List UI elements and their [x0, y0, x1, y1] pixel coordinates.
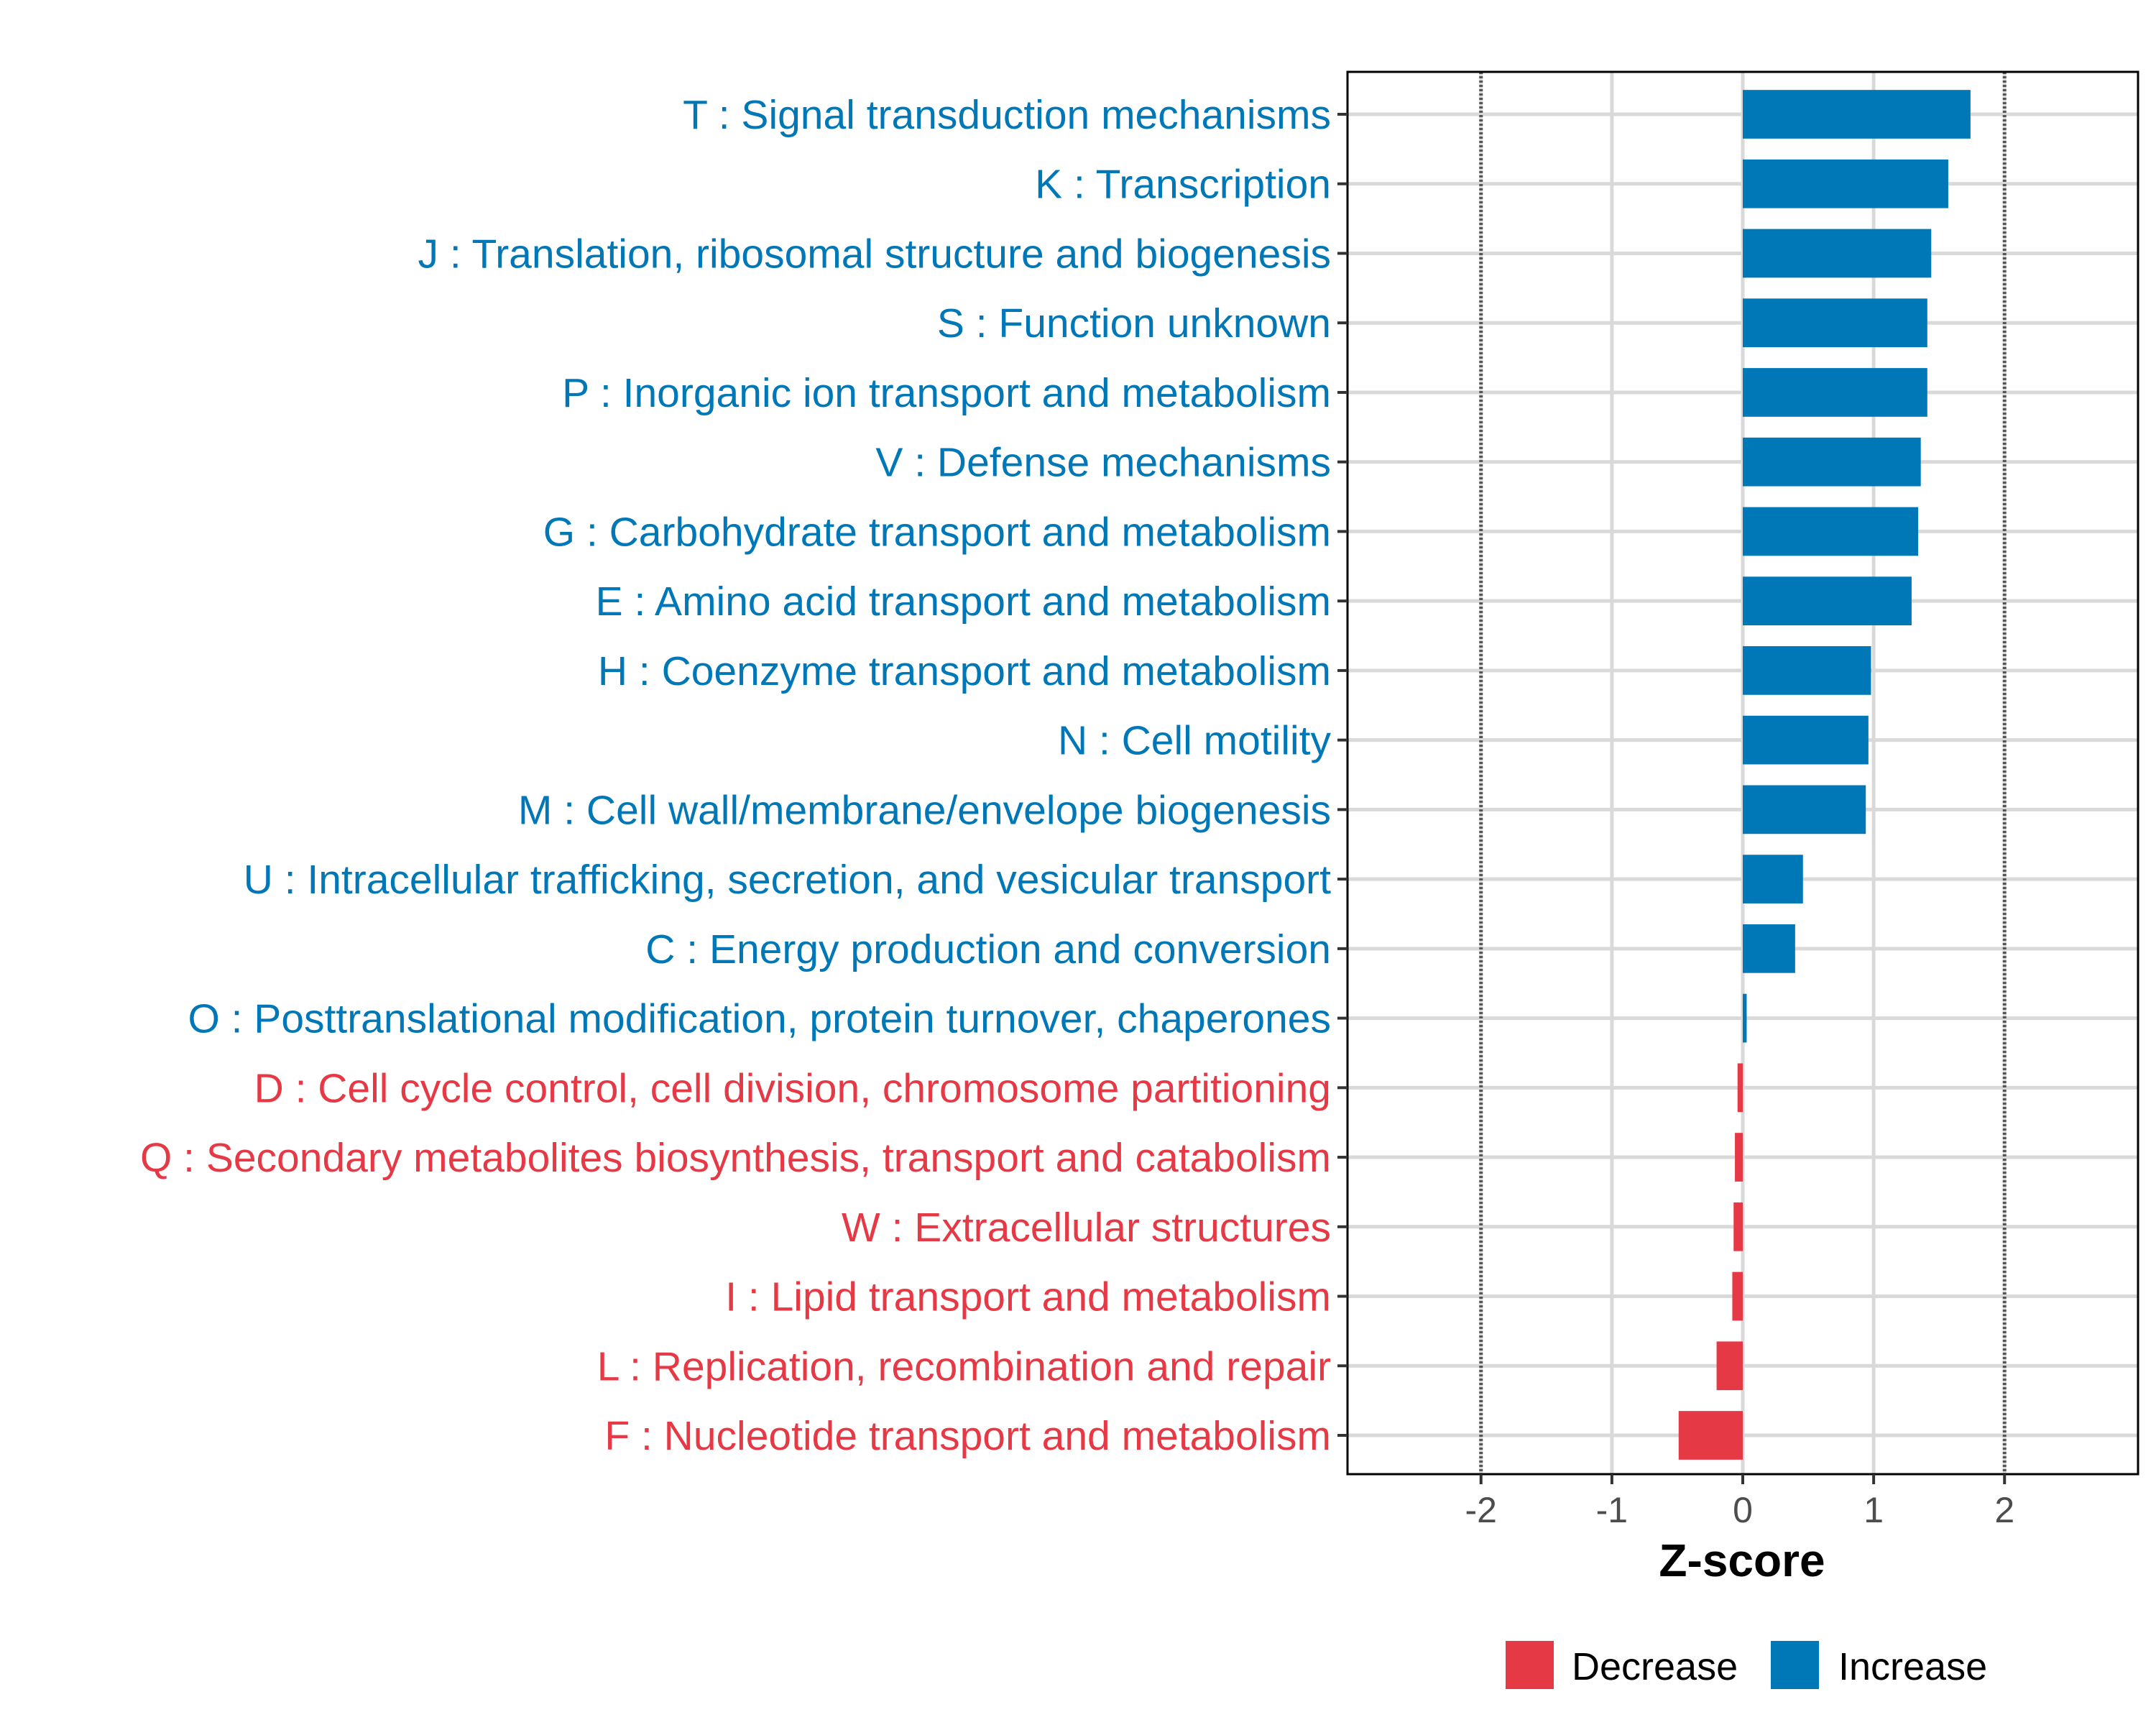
category-label: U : Intracellular trafficking, secretion… [244, 857, 1331, 903]
bar [1743, 159, 1948, 208]
legend-label-increase: Increase [1838, 1645, 1987, 1688]
bar [1735, 1133, 1743, 1182]
category-label: W : Extracellular structures [842, 1205, 1331, 1251]
category-label: G : Carbohydrate transport and metabolis… [543, 509, 1331, 555]
bar [1743, 646, 1871, 695]
category-label: P : Inorganic ion transport and metaboli… [562, 370, 1331, 416]
category-label: Q : Secondary metabolites biosynthesis, … [140, 1135, 1331, 1181]
grid [1348, 72, 2138, 1474]
category-label: H : Coenzyme transport and metabolism [598, 648, 1331, 694]
category-label: L : Replication, recombination and repai… [597, 1343, 1331, 1389]
bar [1743, 993, 1747, 1043]
legend: Decrease Increase [1506, 1641, 1987, 1689]
x-tick-label: 2 [1994, 1490, 2014, 1530]
bar [1743, 90, 1971, 139]
x-tick-label: 1 [1864, 1490, 1884, 1530]
bar [1743, 229, 1932, 278]
bar [1743, 855, 1803, 903]
bar [1733, 1202, 1743, 1251]
bar [1743, 298, 1927, 348]
legend-swatch-decrease [1506, 1641, 1554, 1689]
category-label: T : Signal transduction mechanisms [683, 92, 1331, 138]
x-tick-label: 0 [1733, 1490, 1753, 1530]
category-label: N : Cell motility [1058, 718, 1332, 764]
bar [1743, 785, 1866, 834]
bar [1732, 1271, 1743, 1321]
bars [1678, 90, 1971, 1460]
category-labels: T : Signal transduction mechanisms K : Tr… [140, 92, 1348, 1459]
category-label: F : Nucleotide transport and metabolism [604, 1413, 1331, 1459]
category-label: D : Cell cycle control, cell division, c… [254, 1065, 1331, 1111]
x-axis-title: Z-score [1659, 1535, 1825, 1586]
reference-lines [1479, 72, 2007, 1474]
x-axis-ticks: -2 -1 0 1 2 [1465, 1474, 2014, 1530]
bar [1743, 507, 1919, 556]
bar [1743, 924, 1795, 973]
x-tick-label: -2 [1465, 1490, 1497, 1530]
category-label: K : Transcription [1035, 162, 1331, 208]
bar [1678, 1411, 1743, 1460]
x-tick-label: -1 [1596, 1490, 1628, 1530]
bar [1716, 1341, 1743, 1391]
category-label: E : Amino acid transport and metabolism [596, 579, 1331, 625]
legend-label-decrease: Decrease [1572, 1645, 1738, 1688]
bar [1737, 1063, 1743, 1113]
category-label: M : Cell wall/membrane/envelope biogenes… [518, 787, 1331, 833]
category-label: I : Lipid transport and metabolism [725, 1274, 1331, 1320]
category-label: S : Function unknown [937, 300, 1331, 346]
category-label: O : Posttranslational modification, prot… [188, 996, 1331, 1042]
category-label: J : Translation, ribosomal structure and… [418, 231, 1331, 277]
bar [1743, 715, 1869, 765]
bar [1743, 576, 1912, 626]
bar [1743, 437, 1921, 487]
category-label: V : Defense mechanisms [875, 440, 1331, 486]
legend-swatch-increase [1771, 1641, 1819, 1689]
bar [1743, 368, 1927, 417]
category-label: C : Energy production and conversion [645, 926, 1331, 972]
